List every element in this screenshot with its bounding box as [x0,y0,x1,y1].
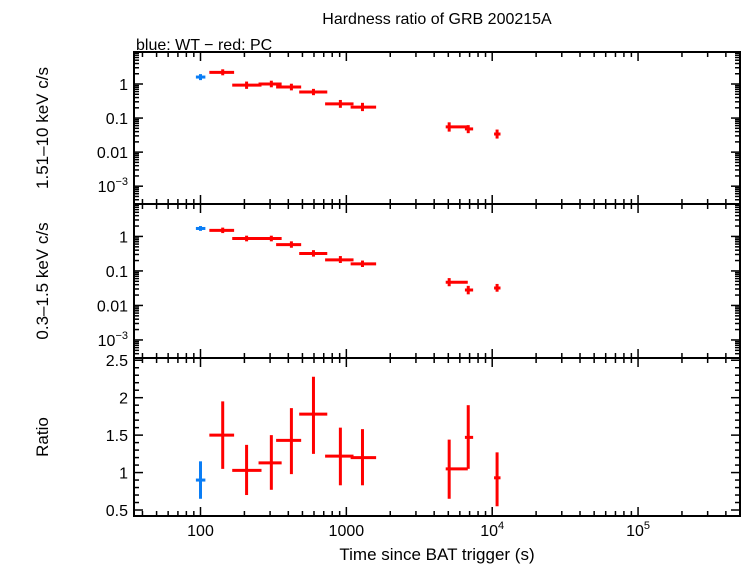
x-tick-base: 10 [626,523,644,540]
data-point-pc [232,235,262,242]
panel-1: 1 0.1 0.01 10−3 1.51–10 keV c/s [33,51,741,205]
data-point-pc [258,235,282,242]
data-point-pc [209,227,235,234]
y-tick-label: 10−3 [98,330,128,350]
data-point-pc [299,376,328,454]
y-tick-label: 1.5 [106,428,128,445]
data-point-pc [464,125,474,134]
y-tick-base: 10 [98,179,116,196]
chart-title: Hardness ratio of GRB 200215A [322,11,552,28]
y-tick-exp: −3 [115,330,128,342]
data-point-wt [195,461,206,499]
x-tick-label: 105 [626,520,650,540]
data-point-pc [445,439,468,499]
data-point-pc [232,81,262,89]
data-point-pc [325,256,354,263]
data-point-pc [445,122,468,132]
y-axis-label: 1.51–10 keV c/s [33,67,52,189]
data-point-pc [276,408,302,475]
x-tick-base: 10 [480,523,498,540]
y-tick-label: 1 [119,77,128,94]
data-point-pc [350,102,377,112]
x-tick-label: 104 [480,520,504,540]
y-tick-label: 2.5 [106,353,128,370]
data-point-pc [209,401,235,469]
data-point-pc [445,278,468,287]
panel-3: 2.5 2 1.5 1 0.5 Ratio [33,353,741,520]
y-tick-label: 0.1 [106,264,128,281]
y-tick-exp: −3 [115,176,128,188]
data-point-pc [258,80,282,88]
y-tick-label: 1 [119,229,128,246]
data-point-pc [350,260,377,268]
y-tick-label: 1 [119,466,128,483]
y-tick-label: 0.01 [97,298,128,315]
x-tick-exp: 5 [644,520,650,532]
data-point-pc [209,69,235,76]
x-axis-label: Time since BAT trigger (s) [339,545,534,564]
data-point-pc [464,285,474,295]
data-point-pc [494,283,501,292]
data-point-pc [258,435,282,490]
y-tick-base: 10 [98,333,116,350]
y-tick-label: 2 [119,391,128,408]
data-point-pc [276,83,302,91]
panel-2: 1 0.1 0.01 10−3 0.3–1.5 keV c/s [33,203,741,359]
data-point-pc [276,241,302,248]
data-point-pc [299,250,328,257]
data-point-pc [494,129,501,139]
data-point-pc [299,88,328,96]
chart-subtitle: blue: WT − red: PC [136,37,272,54]
data-point-pc [325,99,354,108]
data-point-pc [494,452,501,507]
x-tick-label: 100 [187,523,214,540]
panel-frame [133,51,741,205]
panel-frame [133,357,741,517]
x-tick-exp: 4 [498,520,504,532]
data-point-wt [195,74,206,81]
y-tick-label: 0.5 [106,503,128,520]
panel-frame [133,203,741,359]
data-point-wt [195,226,206,231]
x-tick-label: 1000 [329,523,365,540]
y-tick-label: 0.01 [97,145,128,162]
data-point-pc [232,444,262,496]
data-point-pc [350,429,377,486]
y-tick-label: 0.1 [106,111,128,128]
y-tick-label: 10−3 [98,176,128,196]
y-axis-label: 0.3–1.5 keV c/s [33,222,52,339]
data-point-pc [464,405,474,469]
y-axis-label: Ratio [33,417,52,457]
data-point-pc [325,427,354,486]
